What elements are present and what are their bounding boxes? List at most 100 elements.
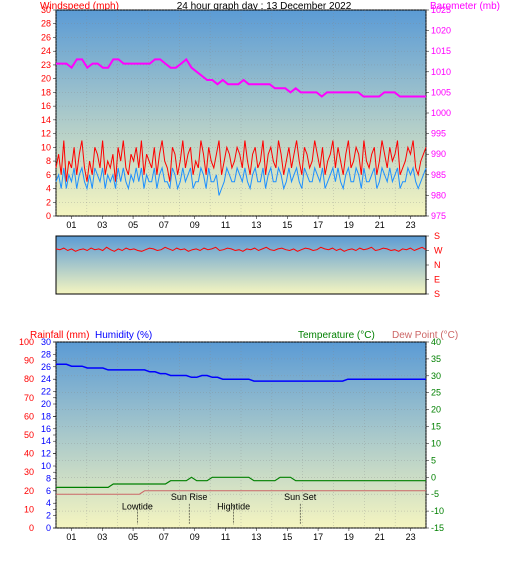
svg-text:0: 0 (46, 211, 51, 221)
svg-text:990: 990 (431, 149, 446, 159)
svg-text:19: 19 (344, 220, 354, 230)
svg-text:Rainfall (mm): Rainfall (mm) (30, 330, 89, 341)
svg-text:12: 12 (41, 129, 51, 139)
svg-text:13: 13 (251, 532, 261, 542)
svg-text:995: 995 (431, 129, 446, 139)
svg-text:60: 60 (24, 411, 34, 421)
svg-text:1015: 1015 (431, 46, 451, 56)
svg-text:23: 23 (41, 60, 51, 70)
weather-chart-page: 24 hour graph day : 13 December 2022Wind… (0, 0, 529, 563)
svg-text:4: 4 (46, 498, 51, 508)
svg-text:100: 100 (19, 337, 34, 347)
svg-text:10: 10 (41, 142, 51, 152)
svg-text:03: 03 (97, 220, 107, 230)
svg-text:30: 30 (431, 371, 441, 381)
svg-text:21: 21 (375, 532, 385, 542)
svg-text:E: E (434, 275, 440, 285)
svg-text:18: 18 (41, 411, 51, 421)
svg-text:S: S (434, 231, 440, 241)
svg-text:Temperature (°C): Temperature (°C) (298, 330, 375, 341)
svg-text:26: 26 (41, 32, 51, 42)
svg-text:15: 15 (282, 532, 292, 542)
svg-text:35: 35 (431, 354, 441, 364)
svg-text:11: 11 (221, 532, 230, 542)
svg-text:2: 2 (46, 197, 51, 207)
svg-text:0: 0 (431, 472, 436, 482)
svg-text:90: 90 (24, 356, 34, 366)
svg-text:07: 07 (159, 220, 169, 230)
svg-text:-15: -15 (431, 523, 444, 533)
svg-text:15: 15 (282, 220, 292, 230)
svg-text:24: 24 (41, 374, 51, 384)
svg-text:18: 18 (41, 87, 51, 97)
svg-text:10: 10 (24, 504, 34, 514)
svg-text:12: 12 (41, 449, 51, 459)
svg-text:01: 01 (66, 220, 76, 230)
svg-text:0: 0 (46, 523, 51, 533)
svg-text:23: 23 (406, 220, 416, 230)
svg-text:26: 26 (41, 362, 51, 372)
svg-text:17: 17 (313, 532, 323, 542)
svg-text:70: 70 (24, 393, 34, 403)
svg-text:-10: -10 (431, 506, 444, 516)
svg-text:6: 6 (46, 170, 51, 180)
svg-text:2: 2 (46, 511, 51, 521)
svg-text:17: 17 (313, 220, 323, 230)
svg-text:16: 16 (41, 101, 51, 111)
svg-text:14: 14 (41, 436, 51, 446)
svg-text:40: 40 (431, 337, 441, 347)
svg-text:40: 40 (24, 449, 34, 459)
svg-text:25: 25 (431, 388, 441, 398)
svg-text:21: 21 (375, 220, 385, 230)
svg-text:09: 09 (190, 532, 200, 542)
svg-text:Humidity (%): Humidity (%) (95, 330, 152, 341)
svg-text:05: 05 (128, 532, 138, 542)
svg-text:09: 09 (190, 220, 200, 230)
svg-text:19: 19 (344, 532, 354, 542)
svg-text:28: 28 (41, 349, 51, 359)
svg-text:4: 4 (46, 184, 51, 194)
svg-text:23: 23 (406, 532, 416, 542)
svg-text:05: 05 (128, 220, 138, 230)
svg-text:22: 22 (41, 387, 51, 397)
svg-text:N: N (434, 260, 441, 270)
svg-text:28: 28 (41, 19, 51, 29)
svg-text:980: 980 (431, 190, 446, 200)
svg-text:5: 5 (431, 455, 436, 465)
svg-text:Sun Rise: Sun Rise (171, 492, 208, 502)
svg-text:20: 20 (41, 74, 51, 84)
svg-text:14: 14 (41, 115, 51, 125)
svg-text:30: 30 (41, 337, 51, 347)
svg-text:20: 20 (431, 405, 441, 415)
svg-text:50: 50 (24, 430, 34, 440)
svg-text:20: 20 (24, 486, 34, 496)
svg-text:975: 975 (431, 211, 446, 221)
svg-text:1005: 1005 (431, 87, 451, 97)
svg-text:03: 03 (97, 532, 107, 542)
svg-text:W: W (434, 246, 443, 256)
svg-text:07: 07 (159, 532, 169, 542)
svg-text:10: 10 (431, 438, 441, 448)
svg-text:6: 6 (46, 486, 51, 496)
svg-text:-5: -5 (431, 489, 439, 499)
svg-text:8: 8 (46, 473, 51, 483)
svg-text:10: 10 (41, 461, 51, 471)
svg-text:1000: 1000 (431, 108, 451, 118)
svg-text:0: 0 (29, 523, 34, 533)
svg-text:13: 13 (251, 220, 261, 230)
svg-text:24: 24 (41, 46, 51, 56)
svg-text:1010: 1010 (431, 67, 451, 77)
svg-text:1020: 1020 (431, 26, 451, 36)
svg-text:30: 30 (24, 467, 34, 477)
svg-text:30: 30 (41, 5, 51, 15)
svg-text:Dew Point (°C): Dew Point (°C) (392, 330, 458, 341)
svg-text:11: 11 (221, 220, 230, 230)
svg-text:1025: 1025 (431, 5, 451, 15)
svg-text:20: 20 (41, 399, 51, 409)
svg-text:985: 985 (431, 170, 446, 180)
svg-text:16: 16 (41, 424, 51, 434)
svg-text:15: 15 (431, 422, 441, 432)
svg-text:01: 01 (66, 532, 76, 542)
svg-text:Sun Set: Sun Set (284, 492, 317, 502)
svg-text:S: S (434, 289, 440, 299)
